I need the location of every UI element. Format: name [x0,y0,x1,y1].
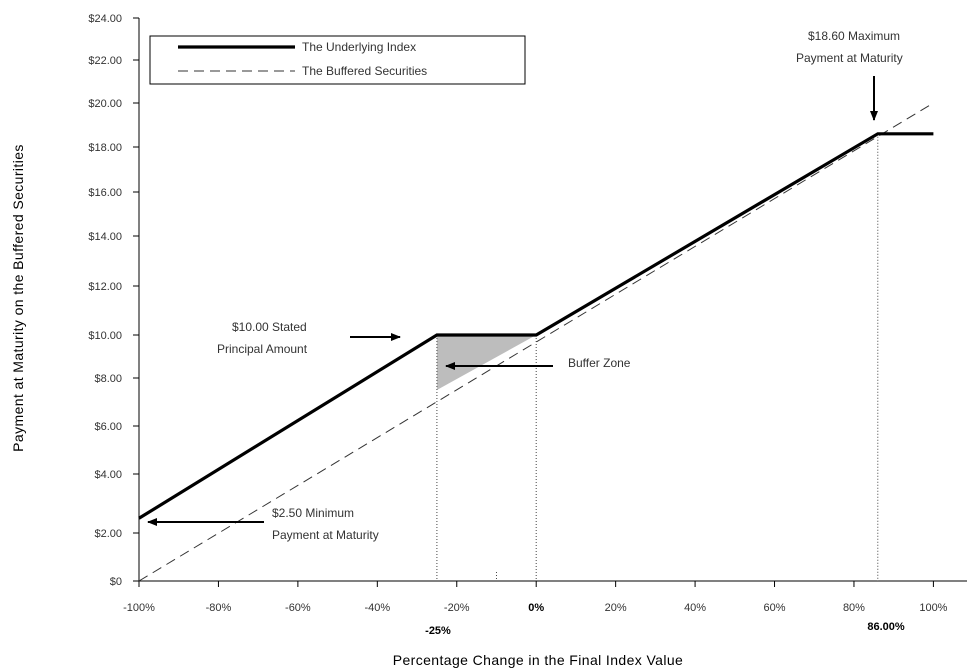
annotation-buffer-zone: Buffer Zone [445,356,631,370]
annotation-minimum-line1: $2.50 Minimum [272,506,354,520]
x-tick-label: 40% [684,602,706,614]
series-buffered-securities-line [138,102,934,582]
x-tick-label: 0% [528,602,544,614]
annotation-stated-line1: $10.00 Stated [232,320,307,334]
buffer-zone-area [436,335,537,390]
y-tick-label: $2.00 [94,528,122,540]
reference-lines [436,133,879,581]
y-axis-title: Payment at Maturity on the Buffered Secu… [10,144,26,452]
y-tick-label: $20.00 [88,98,122,110]
x-tick-label: -100% [123,602,155,614]
x-tick-label: -80% [206,602,232,614]
x-tick-label: 80% [843,602,865,614]
series-underlying-index-line [138,132,934,520]
y-tick-label: $16.00 [88,187,122,199]
annotation-maximum-line1: $18.60 Maximum [808,29,900,43]
annotation-minimum-line2: Payment at Maturity [272,528,379,542]
y-tick-label: $24.00 [88,13,122,25]
annotation-maximum-line2: Payment at Maturity [796,51,903,65]
x-tick-label: -20% [444,602,470,614]
y-tick-label: $10.00 [88,330,122,342]
annotation-maximum: $18.60 Maximum Payment at Maturity [796,29,903,121]
x-axis-ticks: -100% -80% -60% -40% -20% 0% 20% 40% 60% 80% 100% [123,581,948,614]
legend-label-buffered-securities: The Buffered Securities [302,64,427,78]
x-tick-label: 20% [605,602,627,614]
x-tick-label: -60% [285,602,311,614]
legend-label-underlying-index: The Underlying Index [302,40,416,54]
y-tick-label: $8.00 [94,373,122,385]
legend: The Underlying Index The Buffered Securi… [149,35,526,85]
annotation-buffer-zone-label: Buffer Zone [568,356,631,370]
y-tick-label: $22.00 [88,55,122,67]
ref-label-86: 86.00% [867,621,905,633]
y-axis-ticks: $0 $2.00 $4.00 $6.00 $8.00 $10.00 $12.00 $14.00… [88,13,139,588]
y-tick-label: $18.00 [88,142,122,154]
x-tick-label: 100% [919,602,947,614]
ref-label-minus-25: -25% [425,625,451,637]
y-tick-label: $12.00 [88,281,122,293]
y-tick-label: $6.00 [94,421,122,433]
legend-box [149,35,526,85]
annotation-stated-line2: Principal Amount [217,342,308,356]
annotation-minimum: $2.50 Minimum Payment at Maturity [147,506,379,542]
annotation-stated: $10.00 Stated Principal Amount [217,320,401,356]
y-tick-label: $14.00 [88,231,122,243]
y-tick-label: $4.00 [94,469,122,481]
y-tick-label: $0 [110,576,122,588]
x-axis-title: Percentage Change in the Final Index Val… [393,652,684,668]
x-tick-label: -40% [364,602,390,614]
x-tick-label: 60% [764,602,786,614]
